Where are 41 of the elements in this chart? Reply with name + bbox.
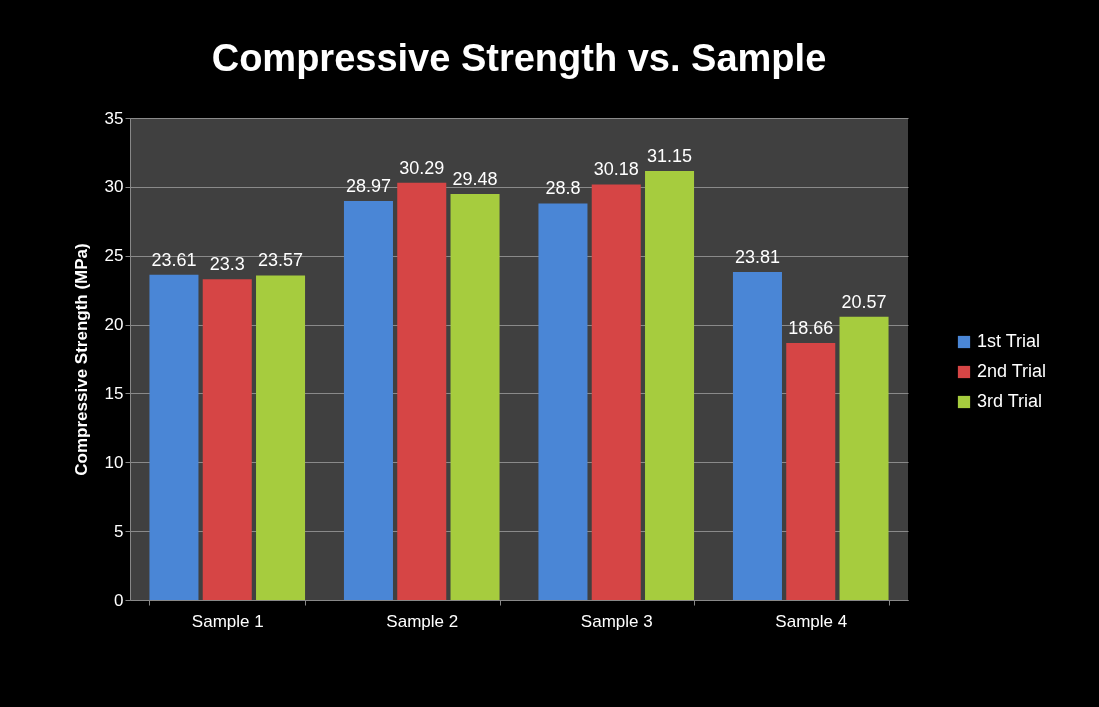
- data-label: 20.57: [841, 291, 887, 312]
- data-label: 23.57: [258, 250, 304, 271]
- bar: [256, 275, 306, 600]
- bar: [343, 201, 393, 600]
- y-tick-label: 20: [104, 315, 124, 335]
- bar: [732, 272, 782, 600]
- data-label: 29.48: [452, 169, 498, 190]
- y-tick-label: 5: [114, 521, 124, 541]
- y-tick-label: 35: [104, 108, 124, 128]
- bar: [397, 182, 447, 600]
- bar: [149, 274, 199, 600]
- y-axis-title: Compressive Strength (MPa): [71, 243, 91, 476]
- legend-label: 2nd Trial: [977, 361, 1047, 381]
- data-label: 30.18: [593, 159, 639, 180]
- bar: [591, 184, 641, 600]
- y-tick-label: 15: [104, 383, 124, 403]
- data-label: 23.61: [151, 249, 197, 270]
- bar: [786, 343, 836, 600]
- bar: [839, 316, 889, 600]
- bar: [450, 194, 500, 600]
- y-tick-label: 30: [104, 177, 124, 197]
- y-tick-label: 0: [114, 590, 124, 610]
- y-tick-label: 25: [104, 246, 124, 266]
- data-label: 23.81: [734, 247, 780, 268]
- data-label: 31.15: [647, 146, 693, 167]
- bar: [202, 279, 252, 600]
- chart-title: Compressive Strength vs. Sample: [211, 37, 827, 79]
- x-tick-label: Sample 1: [191, 611, 264, 631]
- y-tick-label: 10: [104, 452, 124, 472]
- bar: [645, 171, 695, 600]
- data-label: 28.8: [545, 178, 581, 199]
- data-label: 30.29: [399, 157, 445, 178]
- data-label: 28.97: [345, 176, 391, 197]
- data-label: 18.66: [788, 318, 834, 339]
- data-label: 23.3: [209, 254, 245, 275]
- legend-label: 1st Trial: [977, 331, 1041, 351]
- bar: [538, 203, 588, 600]
- x-tick-label: Sample 2: [386, 611, 459, 631]
- x-tick-label: Sample 4: [775, 611, 848, 631]
- legend-label: 3rd Trial: [977, 391, 1043, 411]
- x-tick-label: Sample 3: [580, 611, 653, 631]
